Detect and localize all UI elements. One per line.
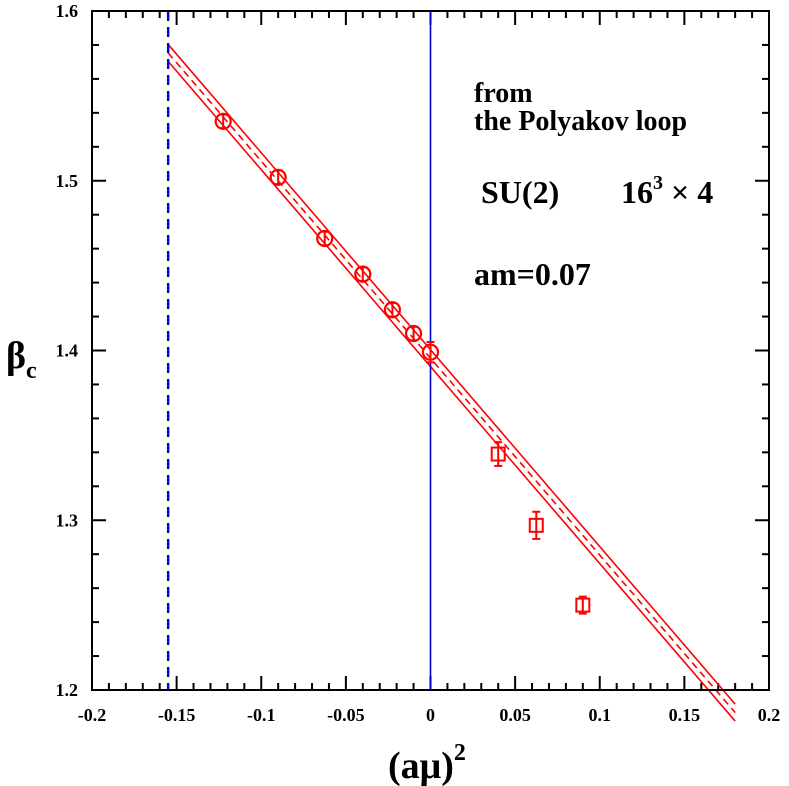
x-tick-label: 0.2 (758, 705, 781, 725)
y-tick-label: 1.3 (56, 510, 79, 530)
data-point-circle (404, 324, 423, 343)
data-point-circle (383, 301, 402, 319)
data-point-circle (316, 229, 334, 248)
annotation-polyakov: the Polyakov loop (474, 106, 687, 137)
tick-labels: -0.2 -0.15 -0.1 -0.05 0 0.05 0.1 0.15 0.2 1.2 1.3 1… (56, 1, 781, 725)
y-tick-label: 1.4 (56, 341, 79, 361)
x-tick-label: 0.1 (589, 705, 612, 725)
annotation-mass: am=0.07 (474, 256, 591, 292)
fit-center-line (167, 52, 736, 714)
data-point-circle (354, 265, 372, 283)
data-point-square (528, 517, 544, 533)
annotation-from: from (474, 78, 533, 109)
plot-frame (91, 10, 770, 691)
y-tick-label: 1.2 (56, 680, 79, 700)
y-axis-title-subscript: c (26, 358, 37, 384)
fit-band (167, 43, 736, 722)
annotation-lattice: SU(2) 163 × 4 (481, 172, 713, 210)
x-tick-label: 0.05 (499, 705, 531, 725)
x-tick-label: 0.15 (669, 705, 701, 725)
x-axis-title: (aμ)2 (388, 740, 466, 786)
x-tick-label: -0.05 (327, 705, 365, 725)
x-axis-title-power: 2 (454, 740, 466, 766)
x-tick-label: -0.15 (158, 705, 196, 725)
data-point-circle (214, 112, 232, 130)
x-tick-label: -0.1 (247, 705, 276, 725)
data-point-square (575, 597, 591, 613)
fit-lower-line (167, 60, 736, 722)
data-point-square (490, 446, 506, 462)
x-tick-label: 0 (426, 705, 435, 725)
data-points (214, 112, 591, 615)
annotation-lattice-rest: × 4 (671, 174, 713, 210)
annotation-group: SU(2) (481, 174, 559, 210)
y-tick-label: 1.5 (56, 171, 79, 191)
y-tick-label: 1.6 (56, 1, 79, 21)
fit-upper-line (167, 43, 736, 705)
annotation-lattice-base: 16 (621, 174, 653, 210)
data-point-circle (269, 168, 287, 186)
x-tick-label: -0.2 (78, 705, 107, 725)
annotation-lattice-exp: 3 (653, 172, 663, 194)
data-point-circle (421, 343, 440, 361)
y-axis-title: βc (6, 335, 37, 384)
